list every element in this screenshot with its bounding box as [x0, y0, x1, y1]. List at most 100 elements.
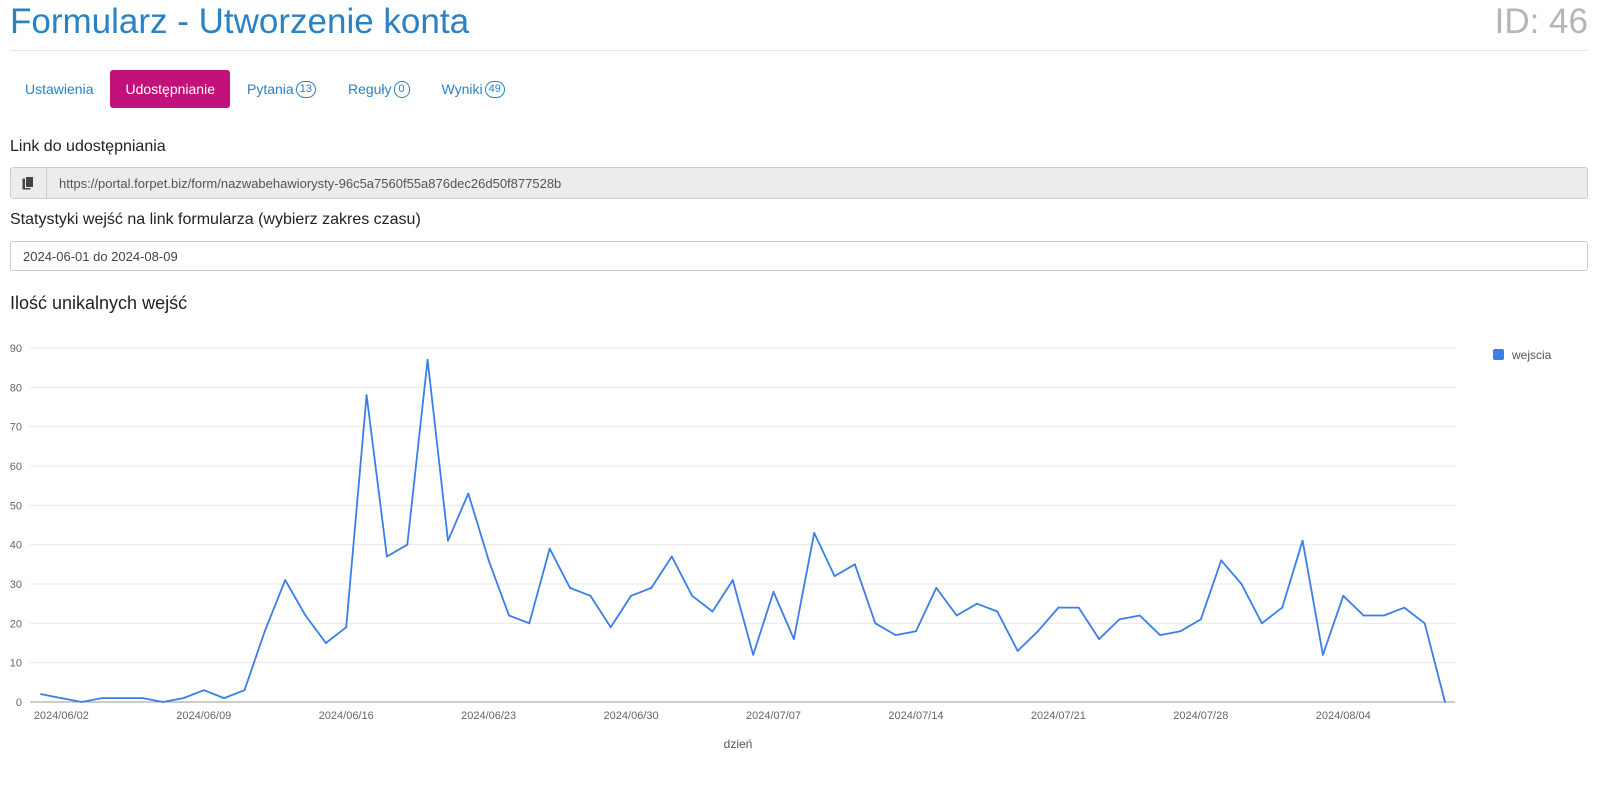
y-tick-label: 30: [10, 579, 22, 591]
data-point: [915, 630, 917, 633]
tab-questions[interactable]: Pytania 13: [232, 70, 331, 108]
tab-settings[interactable]: Ustawienia: [10, 70, 108, 108]
data-point: [1159, 634, 1162, 637]
x-tick-label: 2024/06/02: [34, 710, 89, 722]
data-point: [1098, 638, 1100, 640]
data-point: [1016, 649, 1019, 652]
data-point: [223, 697, 226, 699]
y-tick-label: 60: [10, 461, 22, 473]
y-tick-label: 50: [10, 500, 22, 512]
tab-bar: Ustawienia Udostępnianie Pytania 13 Reguł…: [10, 70, 522, 108]
y-tick-label: 20: [10, 618, 22, 630]
data-point: [976, 602, 978, 605]
page-title: Formularz - Utworzenie konta: [10, 2, 470, 41]
y-tick-label: 70: [10, 422, 22, 434]
data-point: [60, 697, 63, 699]
count-badge: 0: [393, 80, 410, 98]
legend-swatch: [1493, 349, 1504, 360]
data-point: [813, 531, 816, 534]
copy-button[interactable]: [11, 168, 47, 198]
data-point: [955, 614, 958, 617]
data-point: [1240, 583, 1243, 585]
data-point: [1403, 606, 1406, 609]
x-tick-label: 2024/07/28: [1173, 710, 1228, 722]
data-point: [447, 539, 449, 542]
data-point: [182, 697, 185, 699]
data-point: [569, 587, 571, 589]
x-tick-label: 2024/07/14: [888, 710, 943, 722]
data-point: [772, 590, 775, 593]
stats-label: Statystyki wejść na link formularza (wyb…: [10, 211, 421, 228]
x-tick-label: 2024/06/09: [176, 710, 231, 722]
tab-sharing[interactable]: Udostępnianie: [110, 70, 230, 108]
data-point: [1362, 614, 1365, 617]
y-tick-label: 0: [16, 697, 22, 709]
data-point: [1118, 618, 1121, 621]
tab-label: Udostępnianie: [125, 81, 215, 97]
data-point: [345, 626, 348, 629]
data-point: [1383, 614, 1385, 617]
y-tick-label: 10: [10, 658, 22, 670]
data-point: [792, 638, 795, 640]
count-badge: 49: [484, 80, 505, 98]
count-badge: 13: [295, 80, 316, 98]
tab-rules[interactable]: Reguły 0: [333, 70, 425, 108]
data-point: [691, 594, 694, 597]
data-point: [935, 587, 938, 589]
data-point: [609, 626, 612, 629]
legend-label: wejscia: [1511, 348, 1552, 362]
y-tick-label: 40: [10, 540, 22, 552]
data-point: [528, 622, 531, 625]
data-point: [833, 575, 836, 578]
date-range-input[interactable]: [10, 241, 1588, 271]
share-link-group: [10, 167, 1588, 199]
data-point: [1322, 653, 1324, 656]
data-point: [386, 555, 388, 558]
data-point: [243, 689, 246, 692]
share-link-label: Link do udostępniania: [10, 138, 166, 155]
x-tick-label: 2024/06/23: [461, 710, 516, 722]
line-chart: 0 10 20 30 40 50 60 70 80 90 2024/06/02 2024/06/09 2…: [10, 343, 1552, 751]
data-point: [1179, 630, 1182, 633]
data-point: [508, 614, 510, 617]
data-point: [670, 555, 673, 558]
chart-title: Ilość unikalnych wejść: [10, 293, 188, 313]
data-point: [1138, 614, 1141, 617]
data-point: [365, 394, 368, 397]
data-point: [548, 547, 551, 550]
data-point: [162, 701, 164, 703]
data-point: [1301, 539, 1304, 542]
data-point: [1199, 618, 1202, 621]
data-point: [650, 587, 653, 589]
data-point: [1281, 606, 1284, 609]
data-point: [630, 594, 632, 597]
tab-results[interactable]: Wyniki 49: [427, 70, 520, 108]
data-point: [121, 697, 124, 699]
data-point: [752, 653, 755, 656]
x-tick-label: 2024/07/21: [1031, 710, 1086, 722]
data-point: [467, 492, 470, 495]
data-point: [324, 642, 327, 644]
data-point: [854, 563, 856, 566]
share-link-input[interactable]: [47, 168, 1587, 198]
data-point: [1037, 630, 1039, 633]
data-point: [141, 697, 144, 699]
form-id-label: ID: 46: [1494, 2, 1588, 41]
data-point: [1220, 559, 1223, 562]
data-point: [731, 579, 734, 581]
data-point: [589, 594, 592, 597]
data-point: [1423, 622, 1426, 625]
data-point: [711, 610, 714, 613]
x-tick-label: 2024/07/07: [746, 710, 801, 722]
data-point: [1342, 594, 1345, 597]
copy-icon: [22, 176, 34, 190]
x-tick-label: 2024/06/16: [319, 710, 374, 722]
tab-label: Ustawienia: [25, 81, 94, 97]
data-point: [487, 559, 490, 562]
data-point: [80, 701, 83, 703]
x-tick-label: 2024/08/04: [1316, 710, 1371, 722]
x-tick-label: 2024/06/30: [604, 710, 659, 722]
data-point: [894, 634, 897, 637]
tab-label: Wyniki: [441, 81, 483, 97]
data-point: [426, 358, 429, 361]
